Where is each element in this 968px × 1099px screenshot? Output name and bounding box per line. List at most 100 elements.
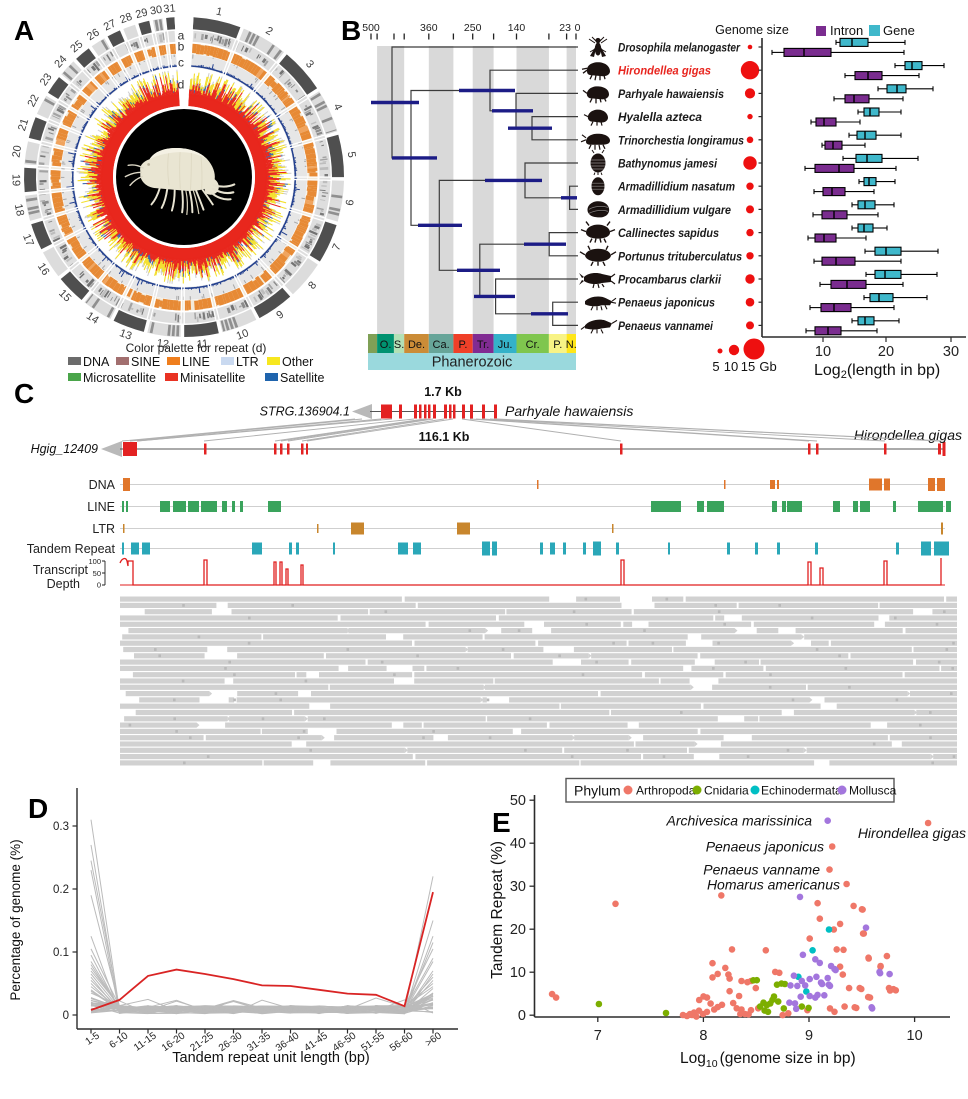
svg-text:Portunus trituberculatus: Portunus trituberculatus — [618, 251, 742, 263]
svg-text:Cr.: Cr. — [526, 339, 540, 351]
svg-text:7: 7 — [594, 1028, 602, 1044]
svg-text:Homarus americanus: Homarus americanus — [707, 877, 840, 893]
svg-text:15: 15 — [741, 359, 755, 374]
svg-text:Color palette for repeat (d): Color palette for repeat (d) — [126, 341, 267, 355]
svg-text:Cnidaria: Cnidaria — [704, 784, 749, 798]
svg-text:Echinodermata: Echinodermata — [761, 784, 842, 798]
svg-text:Penaeus japonicus: Penaeus japonicus — [618, 298, 715, 310]
svg-text:S.: S. — [394, 339, 404, 351]
svg-text:Microsatellite: Microsatellite — [83, 371, 156, 385]
svg-text:Phylum: Phylum — [574, 783, 621, 799]
svg-text:Hgig_12409: Hgig_12409 — [31, 442, 98, 456]
svg-text:0: 0 — [97, 581, 101, 590]
svg-text:Phanerozoic: Phanerozoic — [432, 355, 513, 371]
svg-text:Penaeus vanname: Penaeus vanname — [703, 862, 820, 878]
svg-text:20: 20 — [510, 922, 526, 938]
svg-text:D: D — [28, 793, 48, 824]
svg-text:Log2(length in bp): Log2(length in bp) — [814, 362, 940, 381]
svg-text:P.: P. — [459, 339, 468, 351]
svg-text:c: c — [178, 56, 184, 70]
svg-text:SINE: SINE — [131, 355, 160, 369]
svg-text:18: 18 — [12, 203, 26, 217]
svg-text:100: 100 — [88, 557, 101, 566]
svg-text:Tandem Repeat: Tandem Repeat — [27, 542, 116, 556]
svg-text:Drosophila melanogaster: Drosophila melanogaster — [618, 43, 740, 55]
svg-text:Tandem repeat unit length (bp): Tandem repeat unit length (bp) — [172, 1050, 370, 1066]
svg-text:LTR: LTR — [236, 355, 259, 369]
svg-text:De.: De. — [408, 339, 425, 351]
svg-text:Bathynomus jamesi: Bathynomus jamesi — [618, 159, 718, 171]
svg-text:Satellite: Satellite — [280, 371, 325, 385]
svg-text:Other: Other — [282, 355, 313, 369]
svg-text:50: 50 — [93, 569, 101, 578]
svg-text:Percentage of genome (%): Percentage of genome (%) — [8, 839, 23, 1000]
svg-text:0.1: 0.1 — [53, 947, 69, 959]
svg-text:20: 20 — [10, 145, 24, 159]
svg-text:DNA: DNA — [83, 355, 110, 369]
svg-text:Minisatellite: Minisatellite — [180, 371, 245, 385]
svg-text:1.7 Kb: 1.7 Kb — [424, 385, 462, 399]
svg-text:LINE: LINE — [87, 500, 115, 514]
svg-text:19: 19 — [9, 174, 21, 186]
svg-text:8: 8 — [699, 1028, 707, 1044]
svg-text:E: E — [492, 807, 511, 838]
svg-text:O.: O. — [380, 339, 392, 351]
svg-text:Parhyale hawaiensis: Parhyale hawaiensis — [618, 89, 724, 101]
svg-text:Archivesica marissinica: Archivesica marissinica — [666, 813, 813, 829]
svg-text:Arthropoda: Arthropoda — [636, 784, 696, 798]
svg-text:250: 250 — [464, 22, 482, 34]
svg-text:10: 10 — [815, 344, 831, 360]
svg-text:5: 5 — [712, 359, 719, 374]
svg-text:Genome size: Genome size — [715, 23, 789, 37]
svg-text:Depth: Depth — [47, 577, 80, 591]
svg-text:Mollusca: Mollusca — [849, 784, 897, 798]
svg-text:A: A — [14, 15, 34, 46]
svg-text:140: 140 — [508, 22, 526, 34]
svg-text:Armadillidium nasatum: Armadillidium nasatum — [617, 182, 735, 194]
svg-text:LTR: LTR — [92, 522, 115, 536]
svg-text:Hirondellea gigas: Hirondellea gigas — [858, 825, 966, 841]
svg-text:d: d — [178, 78, 185, 92]
svg-text:Tandem Repeat (%): Tandem Repeat (%) — [489, 841, 506, 979]
svg-text:Penaeus japonicus: Penaeus japonicus — [706, 839, 824, 855]
svg-text:Armadillidium vulgare: Armadillidium vulgare — [617, 205, 731, 217]
svg-text:9: 9 — [805, 1028, 813, 1044]
svg-text:23: 23 — [559, 22, 571, 34]
svg-text:360: 360 — [420, 22, 438, 34]
svg-text:Hyalella azteca: Hyalella azteca — [618, 112, 703, 124]
svg-text:Ca.: Ca. — [433, 339, 450, 351]
svg-text:Tr.: Tr. — [477, 339, 489, 351]
svg-text:30: 30 — [943, 344, 959, 360]
svg-text:20: 20 — [878, 344, 894, 360]
svg-text:Transcript: Transcript — [33, 563, 89, 577]
svg-text:Procambarus clarkii: Procambarus clarkii — [618, 275, 722, 287]
svg-text:DNA: DNA — [89, 478, 116, 492]
svg-text:0: 0 — [518, 1008, 526, 1024]
svg-text:STRG.136904.1: STRG.136904.1 — [260, 405, 350, 419]
svg-text:0.3: 0.3 — [53, 821, 69, 833]
svg-text:Penaeus vannamei: Penaeus vannamei — [618, 321, 714, 333]
svg-text:31: 31 — [163, 3, 176, 16]
svg-text:0.2: 0.2 — [53, 884, 69, 896]
svg-text:LINE: LINE — [182, 355, 210, 369]
svg-text:10: 10 — [510, 965, 526, 981]
svg-text:Callinectes sapidus: Callinectes sapidus — [618, 228, 719, 240]
svg-text:Gene: Gene — [883, 23, 915, 38]
svg-text:Parhyale hawaiensis: Parhyale hawaiensis — [505, 403, 633, 419]
svg-text:B: B — [341, 15, 361, 46]
svg-text:Hirondellea gigas: Hirondellea gigas — [618, 66, 711, 78]
svg-text:30: 30 — [149, 4, 163, 18]
svg-text:30: 30 — [510, 879, 526, 895]
svg-text:N.: N. — [566, 339, 577, 351]
svg-text:0: 0 — [575, 22, 581, 34]
svg-text:b: b — [178, 40, 185, 54]
svg-text:Ju.: Ju. — [498, 339, 513, 351]
svg-text:P.: P. — [553, 339, 562, 351]
svg-text:10: 10 — [724, 359, 738, 374]
svg-text:10: 10 — [907, 1028, 923, 1044]
svg-text:50: 50 — [510, 793, 526, 809]
svg-text:Gb: Gb — [759, 359, 776, 374]
svg-text:40: 40 — [510, 836, 526, 852]
svg-text:Trinorchestia longiramus: Trinorchestia longiramus — [618, 135, 744, 147]
svg-text:500: 500 — [362, 22, 380, 34]
